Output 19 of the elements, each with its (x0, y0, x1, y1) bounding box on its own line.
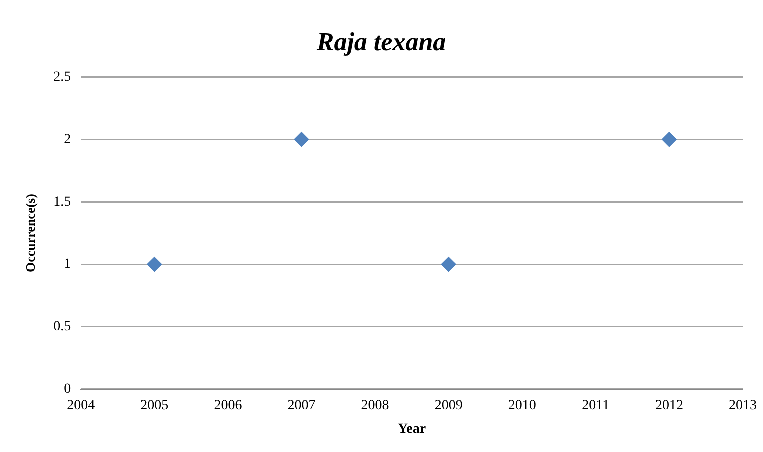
x-tick-label: 2013 (729, 398, 757, 414)
x-tick-label: 2006 (214, 398, 242, 414)
x-tick-label: 2009 (434, 398, 463, 414)
x-tick-label: 2011 (582, 398, 610, 414)
chart-title: Raja texana (316, 27, 446, 56)
x-axis-title: Year (398, 422, 426, 438)
y-tick-label: 1.5 (54, 194, 72, 210)
x-tick-label: 2008 (361, 398, 390, 414)
x-tick-label: 2012 (655, 398, 684, 414)
x-tick-label: 2005 (140, 398, 169, 414)
y-tick-label: 1 (64, 257, 72, 272)
x-tick-label: 2004 (67, 398, 96, 414)
x-tick-label: 2007 (288, 398, 316, 414)
y-tick-label: 0 (64, 382, 72, 398)
y-tick-label: 2.5 (54, 70, 72, 85)
x-tick-label: 2010 (508, 398, 536, 414)
y-axis-title: Occurrence(s) (23, 194, 38, 273)
y-tick-label: 2 (64, 132, 72, 148)
y-tick-label: 0.5 (54, 320, 72, 335)
